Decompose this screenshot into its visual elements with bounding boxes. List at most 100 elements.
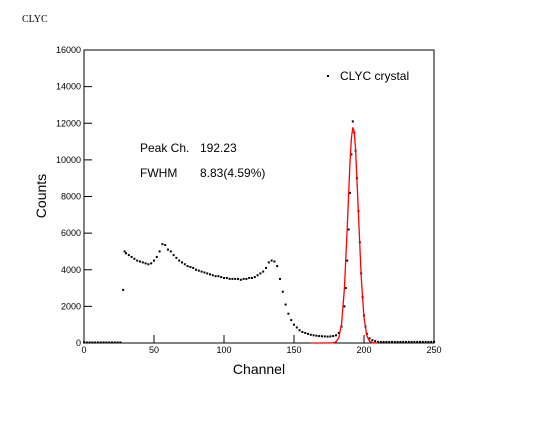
data-point <box>197 269 200 272</box>
plot-frame <box>83 49 435 344</box>
data-point <box>419 340 421 343</box>
data-point <box>326 335 329 338</box>
x-tick-label: 250 <box>426 345 441 355</box>
data-point <box>318 335 321 338</box>
data-point <box>312 334 315 337</box>
data-point <box>427 340 430 343</box>
legend-marker <box>327 75 329 77</box>
x-axis-label: Channel <box>233 361 285 377</box>
data-point <box>374 340 377 343</box>
data-point <box>183 263 186 266</box>
data-point <box>323 335 326 338</box>
data-point <box>377 340 379 343</box>
data-point <box>91 341 94 344</box>
data-point <box>391 340 393 343</box>
data-point <box>108 341 111 344</box>
data-point <box>102 341 105 344</box>
data-point <box>116 341 119 344</box>
data-point <box>189 266 192 269</box>
y-axis-label: Counts <box>33 174 49 218</box>
data-point <box>136 259 139 262</box>
y-tick-label: 2000 <box>61 301 81 311</box>
x-tick-label: 0 <box>81 345 86 355</box>
data-point <box>248 276 251 279</box>
data-point <box>141 261 144 264</box>
data-point <box>346 259 349 262</box>
data-point <box>385 340 388 343</box>
chart-title: CLYC <box>22 14 48 25</box>
data-point <box>433 340 435 343</box>
data-point <box>147 263 150 266</box>
data-point <box>371 339 374 342</box>
annotation: FWHM <box>140 166 177 180</box>
data-point <box>410 340 413 343</box>
data-point <box>214 275 217 278</box>
data-point <box>228 277 231 280</box>
data-point <box>178 259 181 262</box>
data-point <box>158 250 161 253</box>
data-point <box>245 277 248 280</box>
data-point <box>281 290 284 293</box>
y-tick-label: 8000 <box>61 192 81 202</box>
data-point <box>344 287 347 290</box>
data-point <box>382 340 385 343</box>
data-point <box>237 277 239 280</box>
data-point <box>155 255 158 258</box>
data-point <box>123 250 126 253</box>
data-point <box>223 276 225 279</box>
data-point <box>181 261 183 264</box>
data-point <box>315 334 318 337</box>
data-point <box>350 153 353 156</box>
data-point <box>127 254 130 257</box>
data-point <box>267 261 270 264</box>
data-point <box>284 303 287 306</box>
data-point <box>122 288 125 291</box>
data-point <box>259 272 262 275</box>
data-point <box>413 340 416 343</box>
data-point <box>88 341 91 344</box>
data-point <box>332 335 335 338</box>
data-point <box>133 257 136 260</box>
data-point <box>164 244 167 247</box>
data-point <box>225 276 228 279</box>
data-point <box>99 341 102 344</box>
data-point <box>161 243 164 246</box>
legend-label: CLYC crystal <box>340 69 409 83</box>
y-tick-label: 12000 <box>56 118 81 128</box>
data-point <box>293 323 295 326</box>
data-point <box>153 259 155 262</box>
y-tick-label: 10000 <box>56 155 81 165</box>
data-point <box>211 274 214 277</box>
data-point <box>309 333 312 336</box>
data-point <box>347 228 350 231</box>
data-point <box>239 278 242 281</box>
data-point <box>295 326 298 329</box>
data-point <box>253 276 256 279</box>
data-point <box>290 319 293 322</box>
data-point <box>276 265 279 268</box>
data-point <box>113 341 116 344</box>
x-tick-label: 150 <box>286 345 301 355</box>
data-point <box>195 268 197 271</box>
data-point <box>399 340 402 343</box>
data-point <box>85 341 88 344</box>
data-point <box>172 254 175 257</box>
data-point <box>416 340 419 343</box>
data-point <box>206 272 209 275</box>
data-point <box>279 277 281 280</box>
data-point <box>329 335 332 338</box>
data-point <box>298 329 301 332</box>
data-point <box>335 334 337 337</box>
data-point <box>270 259 273 262</box>
data-point <box>262 270 265 273</box>
data-point <box>111 341 113 344</box>
annotation: 192.23 <box>200 141 237 155</box>
data-point <box>200 270 203 273</box>
data-point <box>396 340 399 343</box>
fit-line <box>310 127 379 344</box>
data-point <box>349 191 351 194</box>
data-point <box>343 305 346 308</box>
data-point <box>97 341 99 344</box>
data-point <box>273 260 276 263</box>
